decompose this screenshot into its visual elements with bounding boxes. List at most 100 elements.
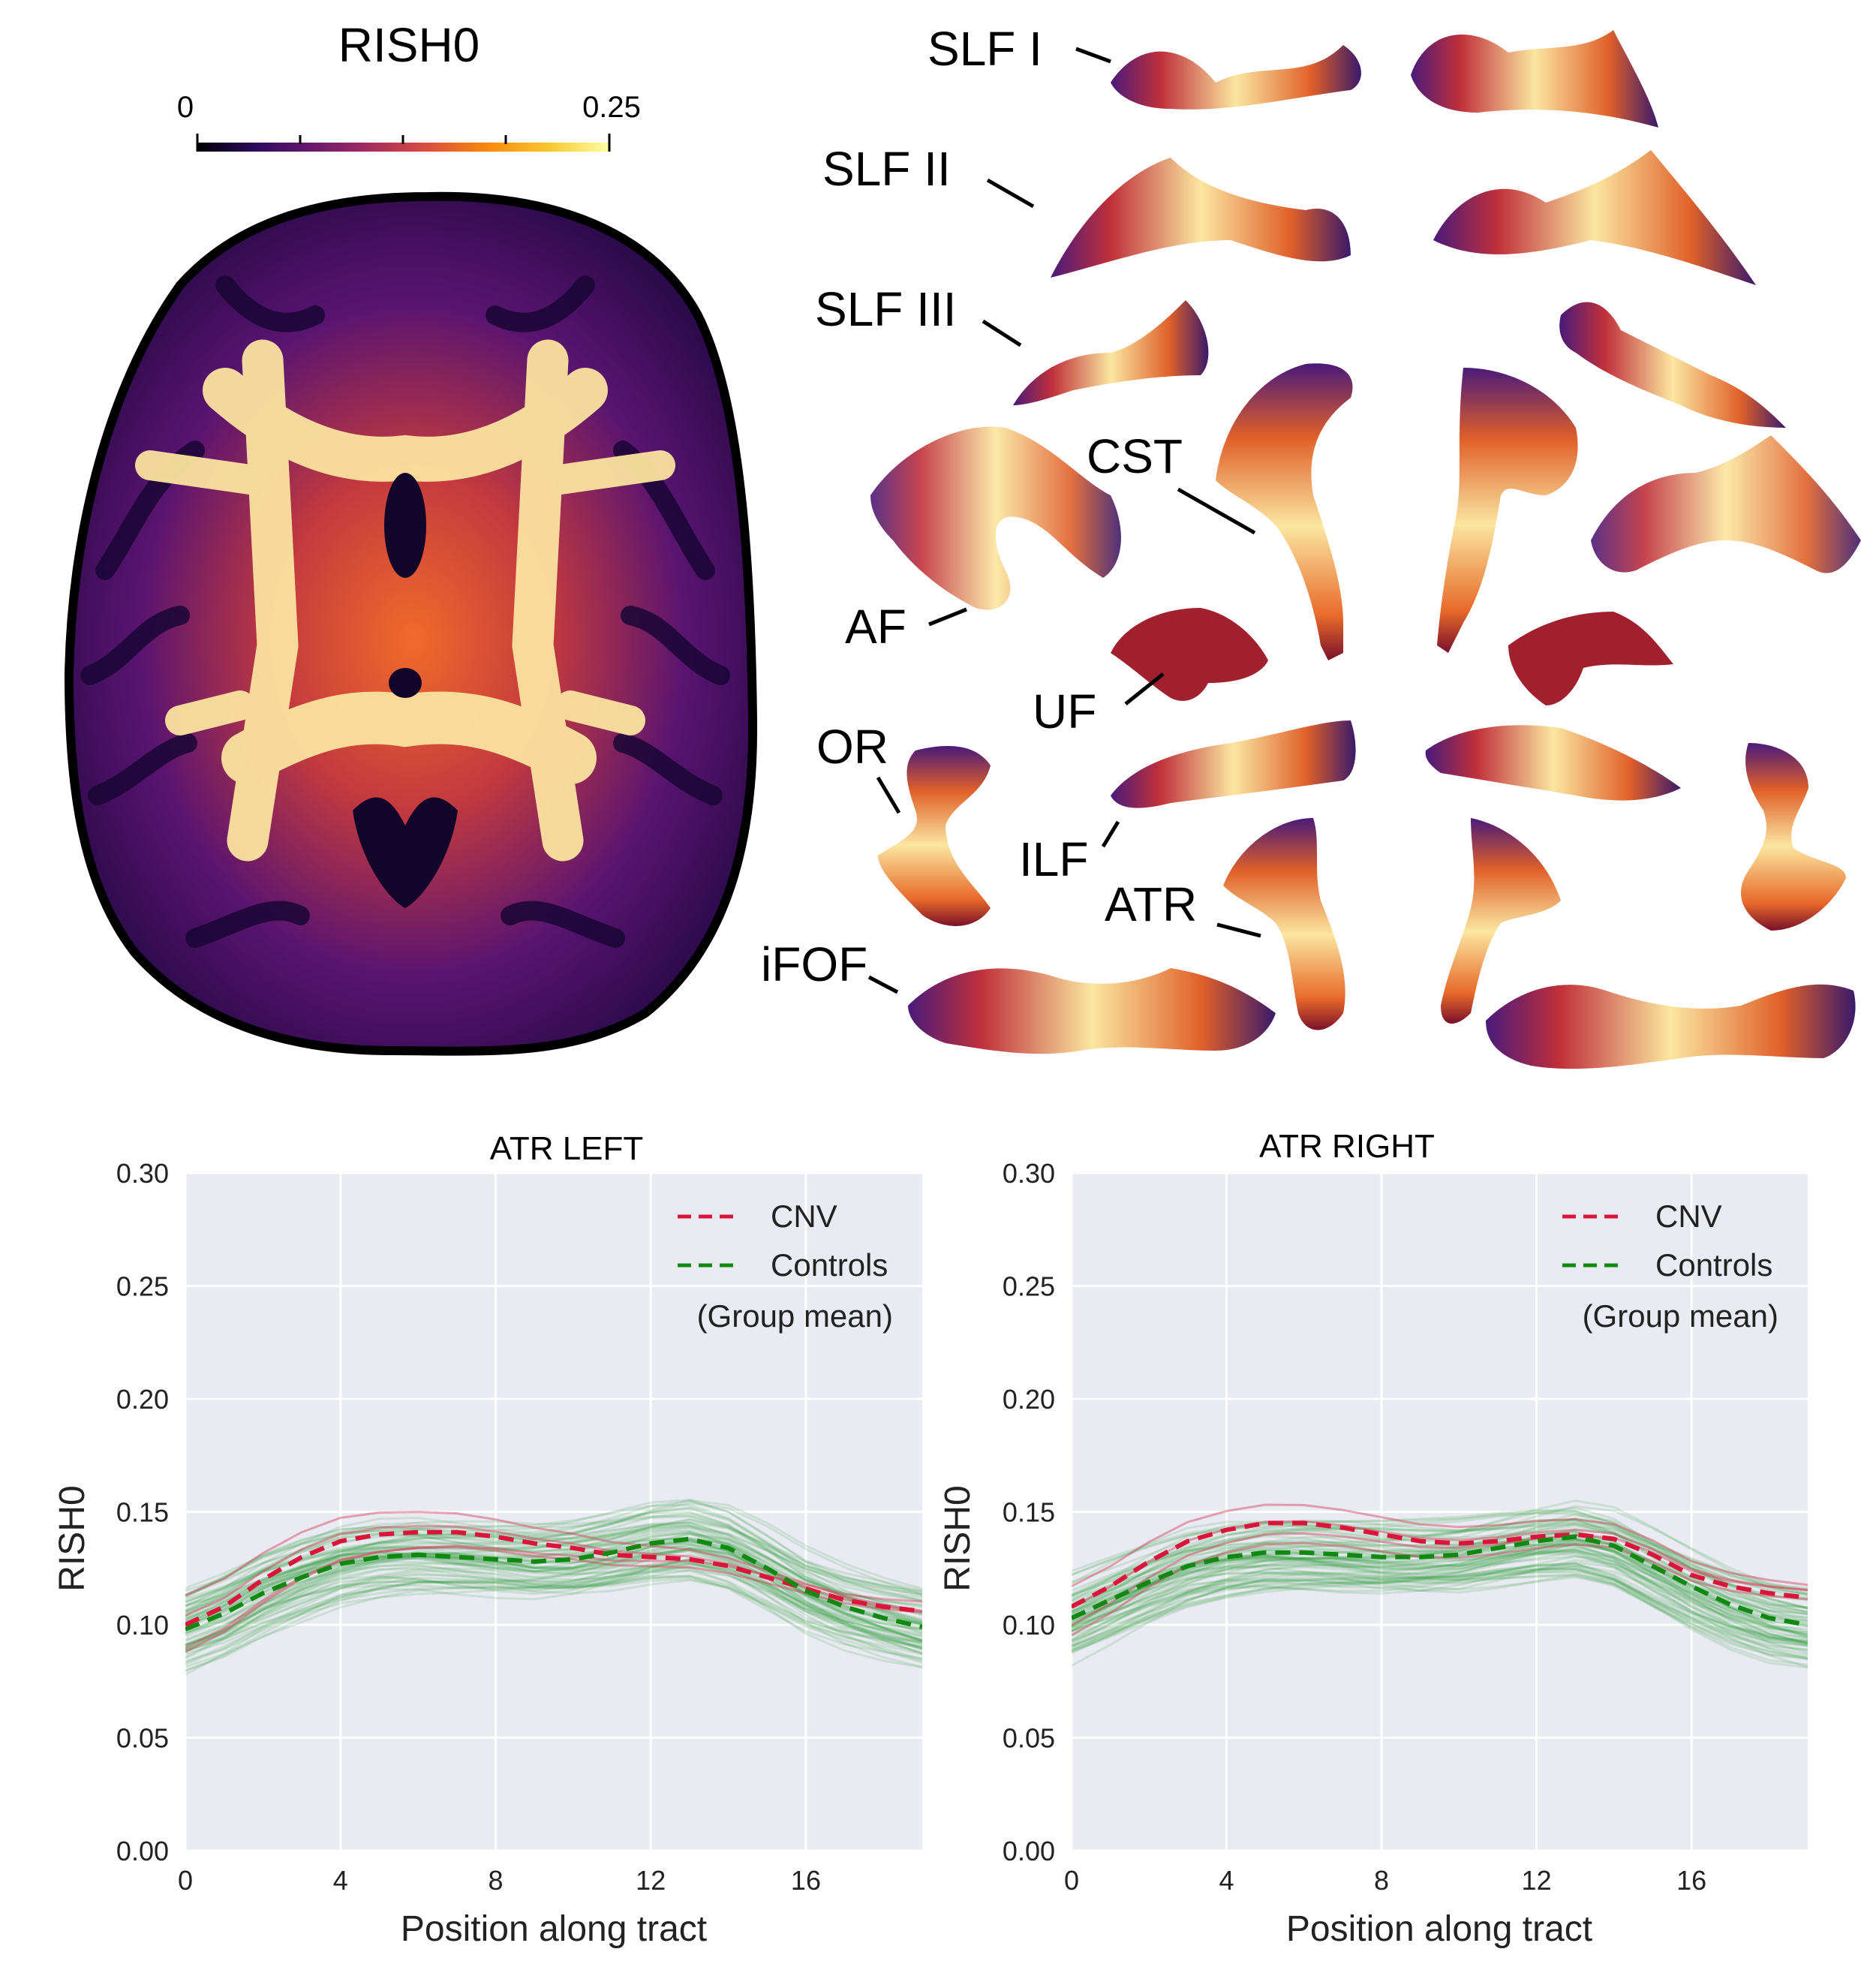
- tract-af-right: [1591, 435, 1861, 573]
- control-subject-curve: [185, 1515, 922, 1600]
- control-subject-curve: [1072, 1519, 1808, 1609]
- control-subject-curve: [1072, 1520, 1808, 1602]
- control-subject-curve: [1072, 1567, 1808, 1647]
- colorbar: RISH0 0 0.25: [177, 18, 641, 152]
- control-subject-curve: [185, 1524, 922, 1620]
- brain-outline: [64, 191, 758, 1056]
- x-tick-labels: 0 4 8 12 16: [178, 1865, 821, 1896]
- control-subject-curve: [1072, 1510, 1808, 1592]
- control-subject-curve: [1072, 1538, 1808, 1626]
- control-subject-curve: [185, 1529, 922, 1626]
- control-subject-curve: [185, 1568, 922, 1672]
- control-subject-curve: [1072, 1520, 1808, 1599]
- y-tick-label: 0.10: [1003, 1610, 1055, 1641]
- tract-af-left: [870, 426, 1121, 610]
- control-subject-curve: [185, 1560, 922, 1664]
- cnv-mean-line: [1072, 1520, 1808, 1609]
- y-tick-label: 0.30: [1003, 1158, 1055, 1189]
- tract-slf3-right: [1559, 302, 1786, 428]
- control-subject-curve: [185, 1543, 922, 1647]
- control-subject-curve: [1072, 1575, 1808, 1660]
- colorbar-min-label: 0: [177, 91, 194, 124]
- control-subject-curve: [185, 1566, 922, 1651]
- control-subject-curve: [1072, 1510, 1808, 1600]
- tract-uf-left: [1111, 608, 1268, 701]
- tract-ifof-right: [1486, 984, 1856, 1069]
- control-subject-curve: [1072, 1555, 1808, 1651]
- control-subject-curve: [1072, 1549, 1808, 1634]
- label-atr: ATR: [1105, 877, 1197, 931]
- tract-atr-left: [1223, 818, 1345, 1030]
- control-subject-curve: [1072, 1523, 1808, 1610]
- control-subject-curve: [185, 1558, 922, 1676]
- legend-note: (Group mean): [1583, 1298, 1778, 1334]
- control-subject-curve: [185, 1542, 922, 1638]
- control-subject-curve: [185, 1538, 922, 1647]
- control-subject-curve: [1072, 1517, 1808, 1604]
- x-tick-label: 4: [1219, 1865, 1234, 1896]
- control-subject-curve: [185, 1543, 922, 1644]
- tract-ilf-right: [1425, 725, 1681, 801]
- control-subject-curve: [185, 1540, 922, 1651]
- control-subject-curve: [185, 1514, 922, 1596]
- control-subject-curve: [1072, 1499, 1808, 1602]
- control-subject-curve: [185, 1532, 922, 1628]
- legend: CNV Controls (Group mean): [678, 1199, 893, 1334]
- control-subject-curve: [185, 1498, 922, 1596]
- control-subject-curve: [1072, 1517, 1808, 1609]
- y-tick-label: 0.00: [116, 1836, 169, 1866]
- chart-atr-right: 0.00 0.05 0.10 0.15 0.20 0.25 0.30 0 4 8 12 16 ATR…: [938, 1128, 1808, 1949]
- colorbar-gradient: [197, 143, 609, 152]
- tract-slf3-left: [1013, 300, 1209, 405]
- control-subject-curve: [1072, 1543, 1808, 1644]
- control-subject-curve: [185, 1562, 922, 1646]
- control-subject-curve: [185, 1537, 922, 1626]
- label-slf3: SLF III: [815, 282, 957, 336]
- y-tick-label: 0.25: [1003, 1271, 1055, 1302]
- control-subject-curve: [1072, 1552, 1808, 1644]
- control-subject-curve: [185, 1520, 922, 1623]
- control-subject-curve: [1072, 1562, 1808, 1659]
- control-subject-curve: [185, 1564, 922, 1672]
- control-subject-curve: [185, 1511, 922, 1620]
- control-subject-curve: [1072, 1538, 1808, 1647]
- control-subject-curve: [185, 1575, 922, 1656]
- x-tick-label: 16: [1676, 1865, 1706, 1896]
- label-af: AF: [845, 600, 906, 654]
- legend-note: (Group mean): [697, 1298, 893, 1334]
- control-subject-curve: [185, 1550, 922, 1632]
- control-subject-curve: [185, 1547, 922, 1655]
- group-mean-curves: [1072, 1520, 1808, 1627]
- control-subject-curve: [1072, 1565, 1808, 1669]
- colorbar-ticks: [196, 134, 611, 152]
- y-tick-label: 0.15: [1003, 1497, 1055, 1528]
- control-subject-curve: [185, 1556, 922, 1650]
- control-subject-curve: [1072, 1529, 1808, 1636]
- control-subject-curve: [1072, 1544, 1808, 1641]
- control-subject-curve: [185, 1518, 922, 1623]
- tract-ifof-left: [908, 968, 1276, 1054]
- label-or: OR: [816, 720, 888, 774]
- label-ilf: ILF: [1019, 832, 1088, 886]
- y-tick-label: 0.05: [116, 1723, 169, 1754]
- control-subject-curve: [1072, 1562, 1808, 1652]
- control-subject-curve: [185, 1502, 922, 1608]
- label-uf: UF: [1033, 684, 1096, 738]
- colorbar-max-label: 0.25: [582, 91, 641, 124]
- y-axis-label: RISH0: [53, 1485, 92, 1591]
- x-tick-label: 16: [791, 1865, 821, 1896]
- control-subject-curve: [1072, 1550, 1808, 1644]
- tract-or-left: [878, 746, 991, 926]
- control-subject-curve: [1072, 1555, 1808, 1636]
- control-subject-curve: [185, 1503, 922, 1596]
- x-tick-label: 0: [178, 1865, 193, 1896]
- tract-labels: SLF I SLF II SLF III CST AF UF OR ILF AT…: [761, 22, 1261, 994]
- colorbar-title: RISH0: [338, 18, 480, 72]
- control-subject-curve: [1072, 1509, 1808, 1596]
- control-subject-curve: [185, 1531, 922, 1638]
- tract-or-right: [1741, 743, 1846, 931]
- legend-label-cnv: CNV: [1655, 1199, 1722, 1234]
- control-subject-curve: [1072, 1543, 1808, 1645]
- control-subject-curve: [185, 1559, 922, 1668]
- y-tick-label: 0.25: [116, 1271, 169, 1302]
